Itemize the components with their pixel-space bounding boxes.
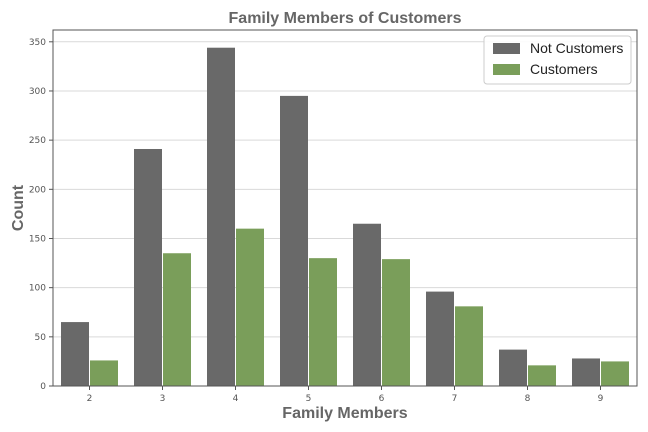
legend-label: Customers [530,61,598,77]
x-tick-label: 6 [379,394,385,404]
legend-label: Not Customers [530,40,623,56]
x-axis-label: Family Members [282,405,407,422]
y-axis-label: Count [10,184,27,231]
bar-customers-5 [309,258,337,386]
legend-swatch [493,64,520,75]
y-tick-label: 200 [29,185,46,195]
bar-customers-6 [382,259,410,386]
y-tick-label: 250 [29,136,46,146]
plot-frame [52,29,638,387]
bar-customers-4 [236,228,264,386]
legend-swatch [493,43,520,54]
x-tick-label: 4 [233,394,239,404]
x-tick-label: 5 [306,394,312,404]
bar-not-customers-3 [134,148,162,386]
x-tick-label: 8 [525,394,531,404]
bar-not-customers-9 [572,358,600,386]
y-tick-label: 50 [35,333,47,343]
bar-customers-9 [601,361,629,386]
y-tick-label: 150 [29,234,46,244]
bar-customers-2 [90,360,118,386]
x-tick-label: 9 [598,394,604,404]
x-tick-label: 3 [160,394,166,404]
bar-not-customers-7 [426,291,454,386]
y-tick-label: 350 [29,38,46,48]
y-tick-label: 0 [40,382,46,392]
bar-not-customers-4 [207,47,235,386]
y-axis-ticks: 0 50 100 150 200 250 300 350 [29,38,53,392]
legend: Not Customers Customers [483,35,632,85]
y-tick-label: 300 [29,87,46,97]
bar-customers-7 [455,306,483,386]
chart-title: Family Members of Customers [229,10,462,27]
x-tick-label: 7 [452,394,458,404]
x-tick-label: 2 [87,394,93,404]
bar-customers-8 [528,365,556,386]
bar-not-customers-8 [499,349,527,386]
legend-box [483,35,632,85]
bar-customers-3 [163,253,191,386]
y-tick-label: 100 [29,284,46,294]
bar-not-customers-2 [61,322,89,386]
bars [61,47,629,387]
bar-not-customers-6 [353,223,381,386]
bar-not-customers-5 [280,95,308,387]
x-axis-ticks: 2 3 4 5 6 7 8 9 [87,386,604,404]
